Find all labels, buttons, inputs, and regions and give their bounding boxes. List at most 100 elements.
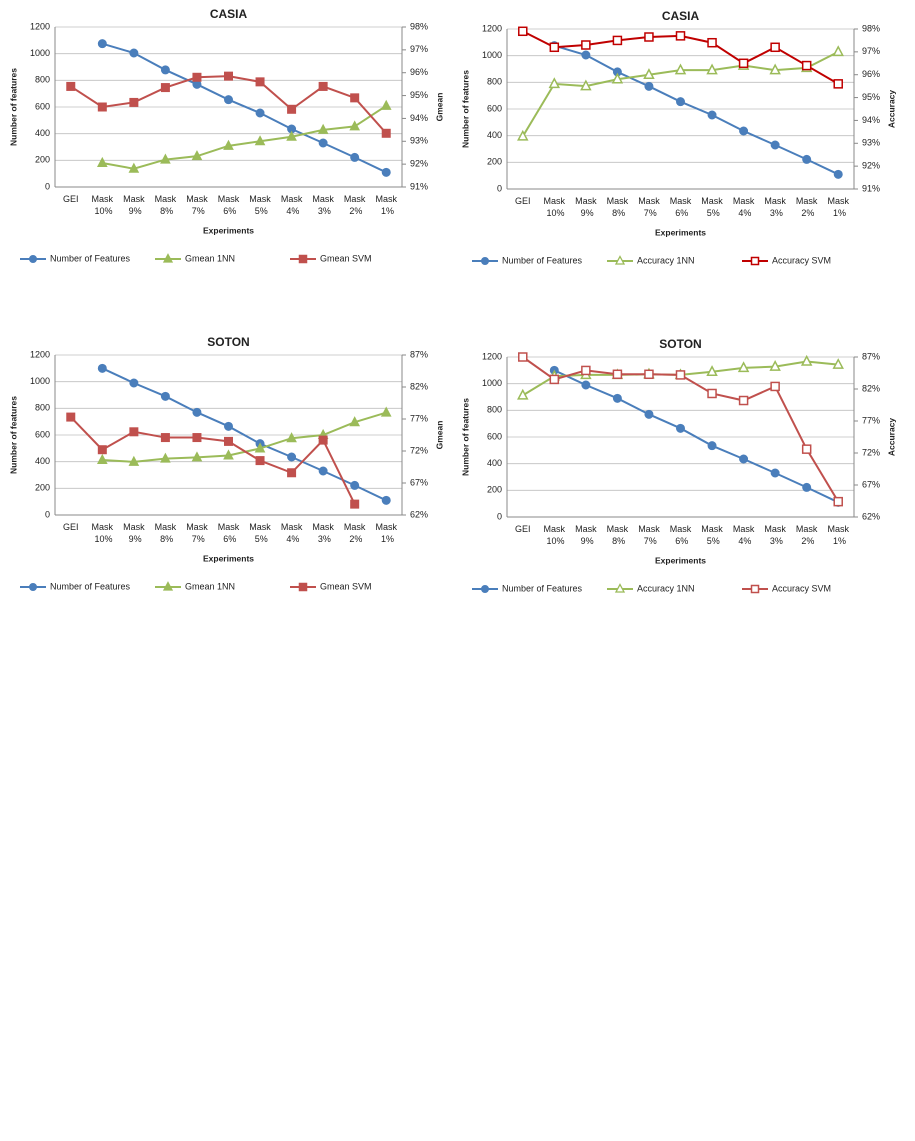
marker	[192, 407, 202, 417]
chart: SOTON 0 200 400 600 800 1000 1200 62% 67% 72% 77% 82…	[460, 337, 896, 594]
x-tick-label: GEI	[515, 524, 531, 534]
y2-tick-label: 82%	[862, 383, 880, 393]
marker	[97, 102, 107, 112]
legend-marker	[162, 253, 174, 263]
y-axis-title: Number of features	[8, 68, 18, 146]
marker	[224, 95, 233, 105]
marker	[318, 138, 328, 148]
y-tick-label: 400	[35, 456, 50, 466]
marker	[66, 81, 76, 91]
x-tick-label: Mask 2%	[344, 194, 366, 216]
marker	[380, 406, 392, 417]
chart: CASIA 0 200 400 600 800 1000 1200 91% 92% 93% 94% 95…	[460, 9, 896, 266]
y-tick-label: 400	[487, 130, 502, 140]
y2-tick-label: 97%	[410, 44, 428, 54]
marker	[96, 453, 108, 464]
y-tick-label: 200	[487, 157, 502, 167]
legend-label: Accuracy 1NN	[637, 583, 695, 593]
marker	[833, 79, 843, 89]
y-axis-title: Number of features	[460, 70, 470, 148]
series-line	[102, 105, 387, 170]
y-tick-label: 1000	[482, 378, 502, 388]
series-line	[70, 416, 356, 505]
marker	[832, 45, 844, 57]
marker	[738, 395, 749, 406]
marker	[739, 454, 749, 464]
legend-label: Number of Features	[50, 581, 131, 591]
marker	[644, 81, 654, 91]
y2-tick-label: 96%	[410, 67, 428, 77]
marker	[612, 35, 623, 46]
y-tick-label: 1000	[482, 50, 502, 60]
legend-label: Accuracy SVM	[772, 255, 831, 265]
chart-title: CASIA	[210, 7, 248, 21]
x-tick-label: GEI	[515, 196, 531, 206]
x-axis-title: Experiments	[655, 227, 706, 237]
marker	[517, 129, 529, 141]
marker	[349, 120, 361, 131]
series-line	[102, 42, 387, 174]
legend-label: Accuracy SVM	[772, 583, 831, 593]
y2-tick-label: 62%	[410, 509, 428, 519]
marker	[643, 68, 655, 79]
marker	[350, 499, 360, 509]
marker	[518, 352, 528, 362]
marker	[97, 363, 107, 373]
legend-marker	[614, 255, 626, 265]
marker	[97, 39, 107, 49]
marker	[801, 60, 812, 71]
x-tick-label: Mask 8%	[607, 524, 629, 546]
marker	[800, 354, 813, 366]
x-tick-label: Mask 7%	[638, 524, 660, 546]
x-tick-label: Mask 5%	[249, 194, 271, 216]
marker	[832, 358, 844, 369]
marker	[191, 150, 203, 161]
x-tick-label: Mask 1%	[827, 196, 849, 218]
marker	[801, 444, 812, 454]
marker	[129, 48, 139, 58]
x-tick-label: Mask 9%	[575, 524, 597, 546]
marker	[739, 126, 749, 136]
chart-title: CASIA	[662, 9, 700, 23]
marker	[802, 482, 812, 492]
y-tick-label: 800	[35, 75, 50, 85]
y2-tick-label: 91%	[410, 181, 428, 191]
x-tick-label: Mask 6%	[670, 196, 692, 218]
chart-title: SOTON	[207, 335, 249, 349]
legend-marker	[750, 256, 760, 266]
marker	[675, 370, 686, 380]
x-tick-label: Mask 1%	[827, 524, 849, 546]
y-tick-label: 400	[35, 128, 50, 138]
legend-label: Gmean SVM	[320, 581, 372, 591]
marker	[644, 409, 654, 419]
marker	[769, 63, 781, 75]
x-tick-label: Mask 4%	[733, 196, 755, 218]
y-tick-label: 1200	[30, 21, 50, 31]
y-tick-label: 0	[497, 183, 502, 193]
marker	[770, 140, 780, 150]
y2-tick-label: 77%	[410, 413, 428, 423]
y-axis-title: Number of features	[460, 398, 470, 476]
y2-tick-label: 92%	[410, 159, 428, 169]
y-tick-label: 600	[487, 103, 502, 113]
marker	[581, 365, 591, 376]
marker	[129, 378, 139, 388]
marker	[770, 381, 780, 392]
x-tick-label: Mask 5%	[701, 196, 723, 218]
x-tick-label: Mask 10%	[92, 522, 114, 544]
marker	[707, 388, 717, 399]
y2-tick-label: 82%	[410, 381, 428, 391]
marker	[675, 31, 686, 41]
marker	[96, 156, 108, 167]
legend-label: Gmean SVM	[320, 253, 372, 263]
marker	[581, 380, 591, 390]
marker	[737, 361, 750, 373]
y2-tick-label: 95%	[862, 92, 880, 102]
legend-marker	[750, 584, 760, 594]
marker	[676, 97, 685, 107]
legend-label: Number of Features	[502, 583, 583, 593]
marker	[317, 123, 329, 134]
y2-tick-label: 98%	[410, 21, 428, 31]
series-line	[553, 369, 839, 504]
